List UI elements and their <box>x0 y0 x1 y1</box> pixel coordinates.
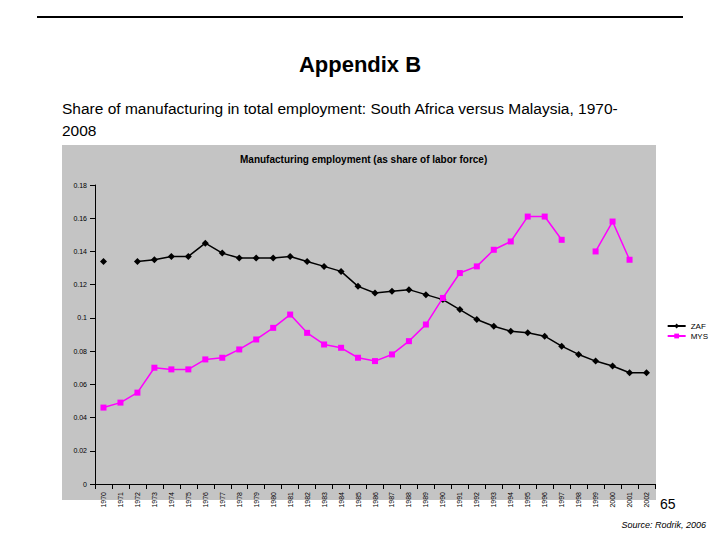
html-text:Share of manufacturing in tota: Share of manufacturing in total employme… <box>62 100 618 139</box>
svg-text:1977: 1977 <box>219 492 226 508</box>
svg-text:0.18: 0.18 <box>73 182 87 189</box>
svg-text:0: 0 <box>83 481 87 488</box>
svg-text:0.02: 0.02 <box>73 447 87 454</box>
svg-text:1992: 1992 <box>473 492 480 508</box>
svg-text:1985: 1985 <box>355 492 362 508</box>
svg-text:1986: 1986 <box>372 492 379 508</box>
html-text:65: 65 <box>660 496 676 512</box>
svg-text:1974: 1974 <box>168 492 175 508</box>
svg-text:0.14: 0.14 <box>73 248 87 255</box>
svg-text:1987: 1987 <box>388 492 395 508</box>
svg-text:1971: 1971 <box>117 492 124 508</box>
svg-text:1993: 1993 <box>490 492 497 508</box>
svg-text:1983: 1983 <box>321 492 328 508</box>
html-text:Appendix B: Appendix B <box>298 52 422 77</box>
svg-text:1970: 1970 <box>100 492 107 508</box>
svg-text:1972: 1972 <box>134 492 141 508</box>
html-text:Source: Rodrik, 2006: Source: Rodrik, 2006 <box>621 520 706 530</box>
svg-text:0.16: 0.16 <box>73 215 87 222</box>
svg-text:1989: 1989 <box>422 492 429 508</box>
svg-text:ZAF: ZAF <box>691 322 706 331</box>
svg-text:MYS: MYS <box>691 332 708 341</box>
svg-text:2000: 2000 <box>609 492 616 508</box>
svg-text:1997: 1997 <box>558 492 565 508</box>
svg-text:0.1: 0.1 <box>77 314 87 321</box>
svg-text:1979: 1979 <box>253 492 260 508</box>
svg-text:1976: 1976 <box>202 492 209 508</box>
svg-text:Manufacturing employment (as s: Manufacturing employment (as share of la… <box>240 154 487 165</box>
svg-text:2002: 2002 <box>643 492 650 508</box>
svg-text:2001: 2001 <box>626 492 633 508</box>
svg-text:0.06: 0.06 <box>73 381 87 388</box>
svg-text:1994: 1994 <box>507 492 514 508</box>
svg-text:1981: 1981 <box>287 492 294 508</box>
svg-text:1996: 1996 <box>541 492 548 508</box>
svg-text:1998: 1998 <box>575 492 582 508</box>
svg-text:1978: 1978 <box>236 492 243 508</box>
svg-text:1995: 1995 <box>524 492 531 508</box>
svg-text:1988: 1988 <box>405 492 412 508</box>
svg-text:1991: 1991 <box>456 492 463 508</box>
svg-text:1973: 1973 <box>151 492 158 508</box>
svg-text:1980: 1980 <box>270 492 277 508</box>
svg-text:1999: 1999 <box>592 492 599 508</box>
svg-text:1982: 1982 <box>304 492 311 508</box>
svg-text:1984: 1984 <box>338 492 345 508</box>
svg-text:0.08: 0.08 <box>73 348 87 355</box>
svg-text:0.12: 0.12 <box>73 281 87 288</box>
svg-text:0.04: 0.04 <box>73 414 87 421</box>
svg-text:1975: 1975 <box>185 492 192 508</box>
svg-text:1990: 1990 <box>439 492 446 508</box>
